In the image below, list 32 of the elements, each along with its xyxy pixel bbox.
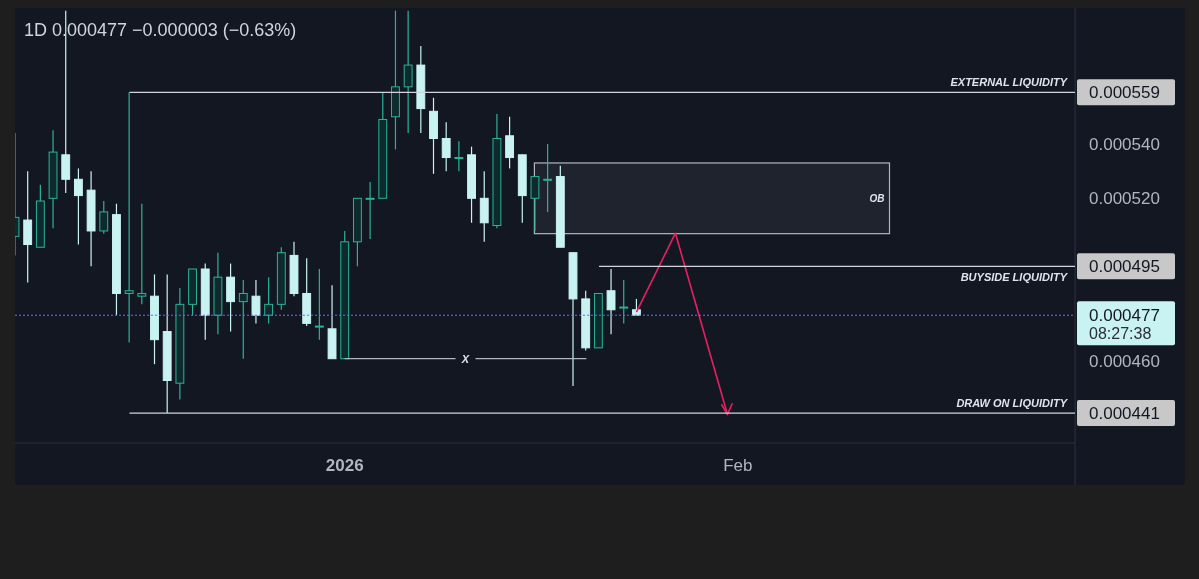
- ref-line-label: BUYSIDE LIQUIDITY: [960, 271, 1069, 284]
- x-tick-label: 2026: [325, 456, 364, 475]
- candlestick: [505, 116, 515, 170]
- candlestick: [441, 121, 451, 172]
- candlestick: [365, 181, 375, 240]
- candlestick: [403, 10, 413, 134]
- y-tick-label: 0.000540: [1089, 134, 1160, 154]
- candlestick: [124, 91, 134, 344]
- ref-line-label: DRAW ON LIQUIDITY: [956, 397, 1069, 410]
- candlestick: [530, 175, 540, 232]
- candlestick: [73, 167, 83, 246]
- y-tick-label: 0.000441: [1089, 404, 1160, 424]
- band-label: OB: [869, 193, 885, 205]
- ref-line-label: EXTERNAL LIQUIDITY: [950, 76, 1069, 89]
- candlestick: [314, 268, 324, 341]
- candlestick: [454, 140, 464, 172]
- y-tick-label: 0.000460: [1089, 352, 1160, 372]
- text: 08:27:38: [1089, 325, 1152, 343]
- candlestick: [543, 143, 553, 213]
- y-tick-label: 0.000477: [1089, 306, 1160, 326]
- y-tick-label: 0.000559: [1089, 83, 1160, 103]
- candlestick: [619, 279, 629, 324]
- candlestick: [238, 279, 248, 360]
- candlestick: [99, 200, 109, 235]
- x-tick-label: Feb: [723, 456, 753, 475]
- candlestick: [137, 203, 147, 305]
- y-tick-label: 0.000520: [1089, 189, 1160, 209]
- candlestick: [251, 279, 261, 324]
- candlestick: [606, 268, 616, 335]
- y-tick-label: 0.000495: [1089, 257, 1160, 277]
- ref-line-label: X: [460, 352, 470, 365]
- candlestick: [264, 276, 274, 324]
